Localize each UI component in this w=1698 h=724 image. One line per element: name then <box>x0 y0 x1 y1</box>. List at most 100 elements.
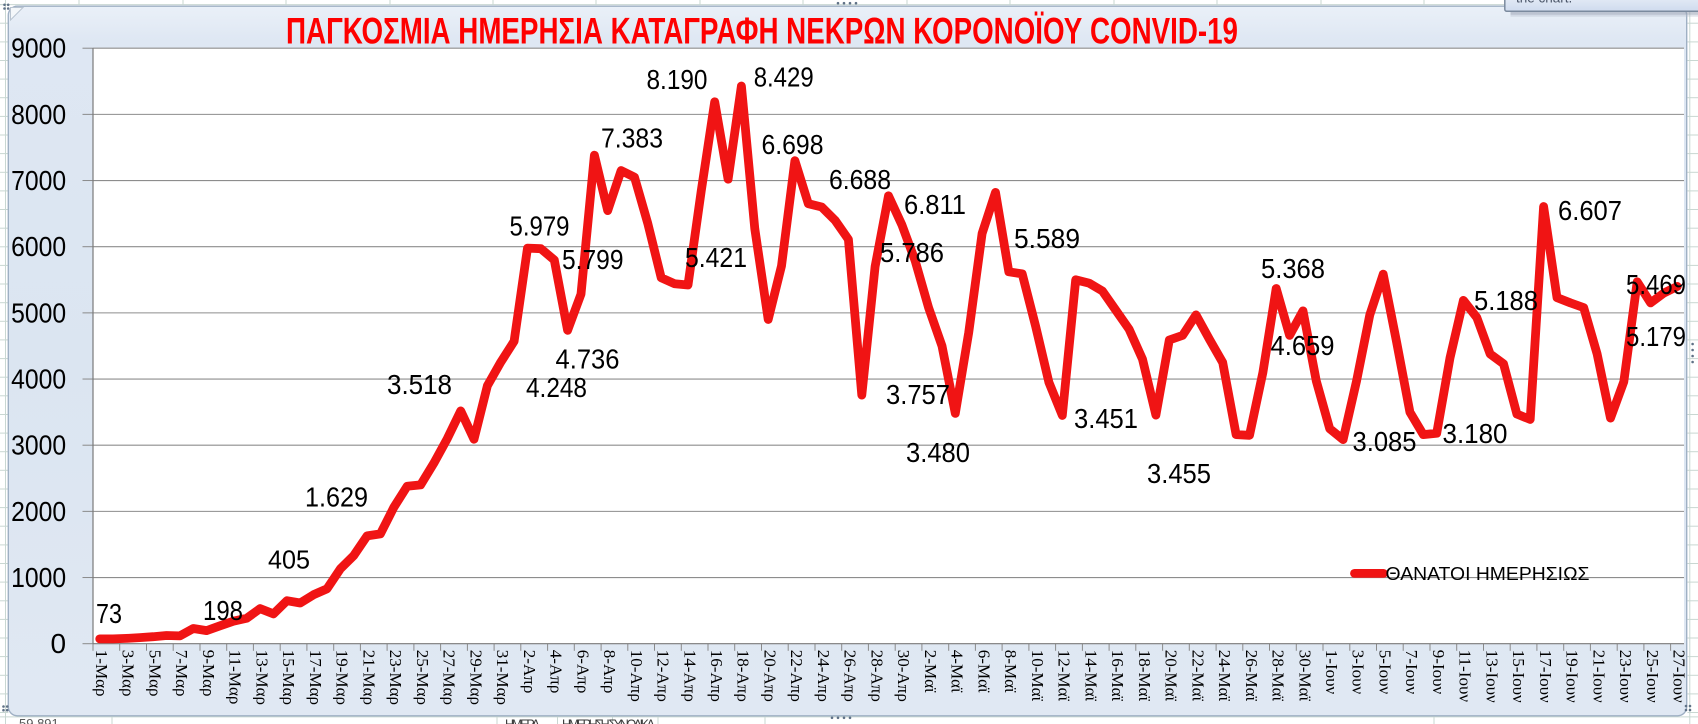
svg-text:19-Ιουν: 19-Ιουν <box>1563 650 1582 703</box>
svg-text:3-Ιουν: 3-Ιουν <box>1349 650 1368 695</box>
svg-text:30-Μαϊ: 30-Μαϊ <box>1295 650 1314 702</box>
svg-text:7-Μαρ: 7-Μαρ <box>172 650 191 697</box>
svg-text:8.190: 8.190 <box>647 64 708 95</box>
svg-text:11-Μαρ: 11-Μαρ <box>226 650 245 705</box>
svg-text:198: 198 <box>203 595 243 626</box>
svg-text:4-Μαϊ: 4-Μαϊ <box>948 650 967 693</box>
svg-text:15-Μαρ: 15-Μαρ <box>279 650 298 705</box>
svg-text:6.688: 6.688 <box>829 164 891 195</box>
svg-text:11-Ιουν: 11-Ιουν <box>1456 650 1475 703</box>
svg-text:20-Απρ: 20-Απρ <box>761 650 780 702</box>
svg-text:27-Μαρ: 27-Μαρ <box>440 650 459 705</box>
svg-text:8.429: 8.429 <box>754 62 814 93</box>
svg-text:24-Μαϊ: 24-Μαϊ <box>1215 650 1234 702</box>
svg-text:12-Απρ: 12-Απρ <box>654 650 673 702</box>
svg-text:9-Ιουν: 9-Ιουν <box>1429 650 1448 695</box>
svg-text:3.757: 3.757 <box>886 379 950 410</box>
svg-text:22-Απρ: 22-Απρ <box>787 650 806 702</box>
svg-text:4000: 4000 <box>11 363 66 394</box>
svg-text:22-Μαϊ: 22-Μαϊ <box>1188 650 1207 702</box>
svg-text:73: 73 <box>96 598 122 629</box>
svg-text:3-Μαρ: 3-Μαρ <box>119 650 138 697</box>
svg-text:4.248: 4.248 <box>526 372 587 403</box>
svg-text:2-Μαϊ: 2-Μαϊ <box>921 650 940 693</box>
svg-text:6000: 6000 <box>11 231 66 262</box>
svg-text:12-Μαϊ: 12-Μαϊ <box>1055 650 1074 702</box>
svg-text:23-Ιουν: 23-Ιουν <box>1616 650 1635 703</box>
svg-text:0: 0 <box>51 628 67 659</box>
svg-text:26-Μαϊ: 26-Μαϊ <box>1242 650 1261 702</box>
svg-text:23-Μαρ: 23-Μαρ <box>386 650 405 705</box>
svg-text:5.979: 5.979 <box>510 211 570 242</box>
svg-text:2000: 2000 <box>11 496 66 527</box>
svg-text:ΠΑΓΚΟΣΜΙΑ ΗΜΕΡΗΣΙΑ ΚΑΤΑΓΡΑΦΗ Ν: ΠΑΓΚΟΣΜΙΑ ΗΜΕΡΗΣΙΑ ΚΑΤΑΓΡΑΦΗ ΝΕΚΡΩΝ ΚΟΡΟ… <box>286 9 1238 51</box>
svg-text:8-Μαϊ: 8-Μαϊ <box>1001 650 1020 693</box>
svg-text:31-Μαρ: 31-Μαρ <box>493 650 512 705</box>
svg-text:21-Ιουν: 21-Ιουν <box>1589 650 1608 703</box>
svg-text:5-Μαρ: 5-Μαρ <box>146 650 165 697</box>
svg-text:28-Μαϊ: 28-Μαϊ <box>1269 650 1288 702</box>
svg-text:26-Απρ: 26-Απρ <box>841 650 860 702</box>
svg-text:6.698: 6.698 <box>762 129 824 160</box>
svg-text:5.786: 5.786 <box>880 237 944 268</box>
svg-text:30-Απρ: 30-Απρ <box>894 650 913 702</box>
svg-text:20-Μαϊ: 20-Μαϊ <box>1162 650 1181 702</box>
svg-text:14-Μαϊ: 14-Μαϊ <box>1081 650 1100 702</box>
svg-text:9000: 9000 <box>11 33 66 64</box>
svg-text:8000: 8000 <box>11 99 66 130</box>
svg-text:3000: 3000 <box>11 430 66 461</box>
svg-text:1000: 1000 <box>11 562 66 593</box>
svg-text:10-Απρ: 10-Απρ <box>627 650 646 702</box>
svg-text:6.811: 6.811 <box>904 189 966 220</box>
svg-text:13-Μαρ: 13-Μαρ <box>252 650 271 705</box>
svg-text:the chart.: the chart. <box>1516 0 1572 6</box>
svg-text:ΗΜΕΡΗΣΗ ΣΥΝΟΛΙΚΑ: ΗΜΕΡΗΣΗ ΣΥΝΟΛΙΚΑ <box>562 718 656 724</box>
svg-text:4.659: 4.659 <box>1271 330 1335 361</box>
svg-text:8-Απρ: 8-Απρ <box>600 650 619 694</box>
svg-text:5.179: 5.179 <box>1626 321 1686 352</box>
svg-text:16-Απρ: 16-Απρ <box>707 650 726 702</box>
svg-text:19-Μαρ: 19-Μαρ <box>333 650 352 705</box>
svg-text:9-Μαρ: 9-Μαρ <box>199 650 218 697</box>
svg-text:27-Ιουν: 27-Ιουν <box>1670 650 1689 703</box>
svg-text:5.421: 5.421 <box>685 242 747 273</box>
svg-text:17-Ιουν: 17-Ιουν <box>1536 650 1555 703</box>
svg-text:1.629: 1.629 <box>305 482 368 513</box>
svg-text:3.480: 3.480 <box>906 437 970 468</box>
svg-text:59.891: 59.891 <box>19 716 59 724</box>
svg-text:25-Ιουν: 25-Ιουν <box>1643 650 1662 703</box>
svg-text:4-Απρ: 4-Απρ <box>547 650 566 694</box>
svg-text:7000: 7000 <box>11 165 66 196</box>
svg-text:4.736: 4.736 <box>556 344 620 375</box>
svg-text:ΘΑΝΑΤΟΙ ΗΜΕΡΗΣΙΩΣ: ΘΑΝΑΤΟΙ ΗΜΕΡΗΣΙΩΣ <box>1386 563 1590 584</box>
svg-text:3.455: 3.455 <box>1147 458 1211 489</box>
svg-text:5.799: 5.799 <box>562 244 624 275</box>
svg-text:6-Μαϊ: 6-Μαϊ <box>974 650 993 693</box>
svg-text:3.518: 3.518 <box>387 369 452 400</box>
svg-text:5.589: 5.589 <box>1014 223 1080 254</box>
svg-text:18-Απρ: 18-Απρ <box>734 650 753 702</box>
svg-text:1-Ιουν: 1-Ιουν <box>1322 650 1341 695</box>
svg-text:17-Μαρ: 17-Μαρ <box>306 650 325 705</box>
svg-text:18-Μαϊ: 18-Μαϊ <box>1135 650 1154 702</box>
svg-text:16-Μαϊ: 16-Μαϊ <box>1108 650 1127 702</box>
svg-text:6-Απρ: 6-Απρ <box>573 650 592 694</box>
svg-text:5.368: 5.368 <box>1261 253 1325 284</box>
svg-text:3.180: 3.180 <box>1443 418 1508 449</box>
svg-text:29-Μαρ: 29-Μαρ <box>466 650 485 705</box>
svg-text:ΗΜΕΡΑ: ΗΜΕΡΑ <box>505 718 541 724</box>
svg-text:28-Απρ: 28-Απρ <box>867 650 886 702</box>
svg-text:2-Απρ: 2-Απρ <box>520 650 539 694</box>
svg-text:5.469: 5.469 <box>1626 269 1686 300</box>
svg-text:13-Ιουν: 13-Ιουν <box>1482 650 1501 703</box>
svg-text:5000: 5000 <box>11 297 66 328</box>
svg-text:25-Μαρ: 25-Μαρ <box>413 650 432 705</box>
svg-text:7-Ιουν: 7-Ιουν <box>1402 650 1421 695</box>
svg-text:3.085: 3.085 <box>1353 426 1417 457</box>
svg-text:21-Μαρ: 21-Μαρ <box>359 650 378 705</box>
svg-text:15-Ιουν: 15-Ιουν <box>1509 650 1528 703</box>
svg-text:3.451: 3.451 <box>1074 403 1138 434</box>
svg-text:14-Απρ: 14-Απρ <box>680 650 699 702</box>
svg-text:1-Μαρ: 1-Μαρ <box>92 650 111 697</box>
svg-text:405: 405 <box>268 545 310 575</box>
